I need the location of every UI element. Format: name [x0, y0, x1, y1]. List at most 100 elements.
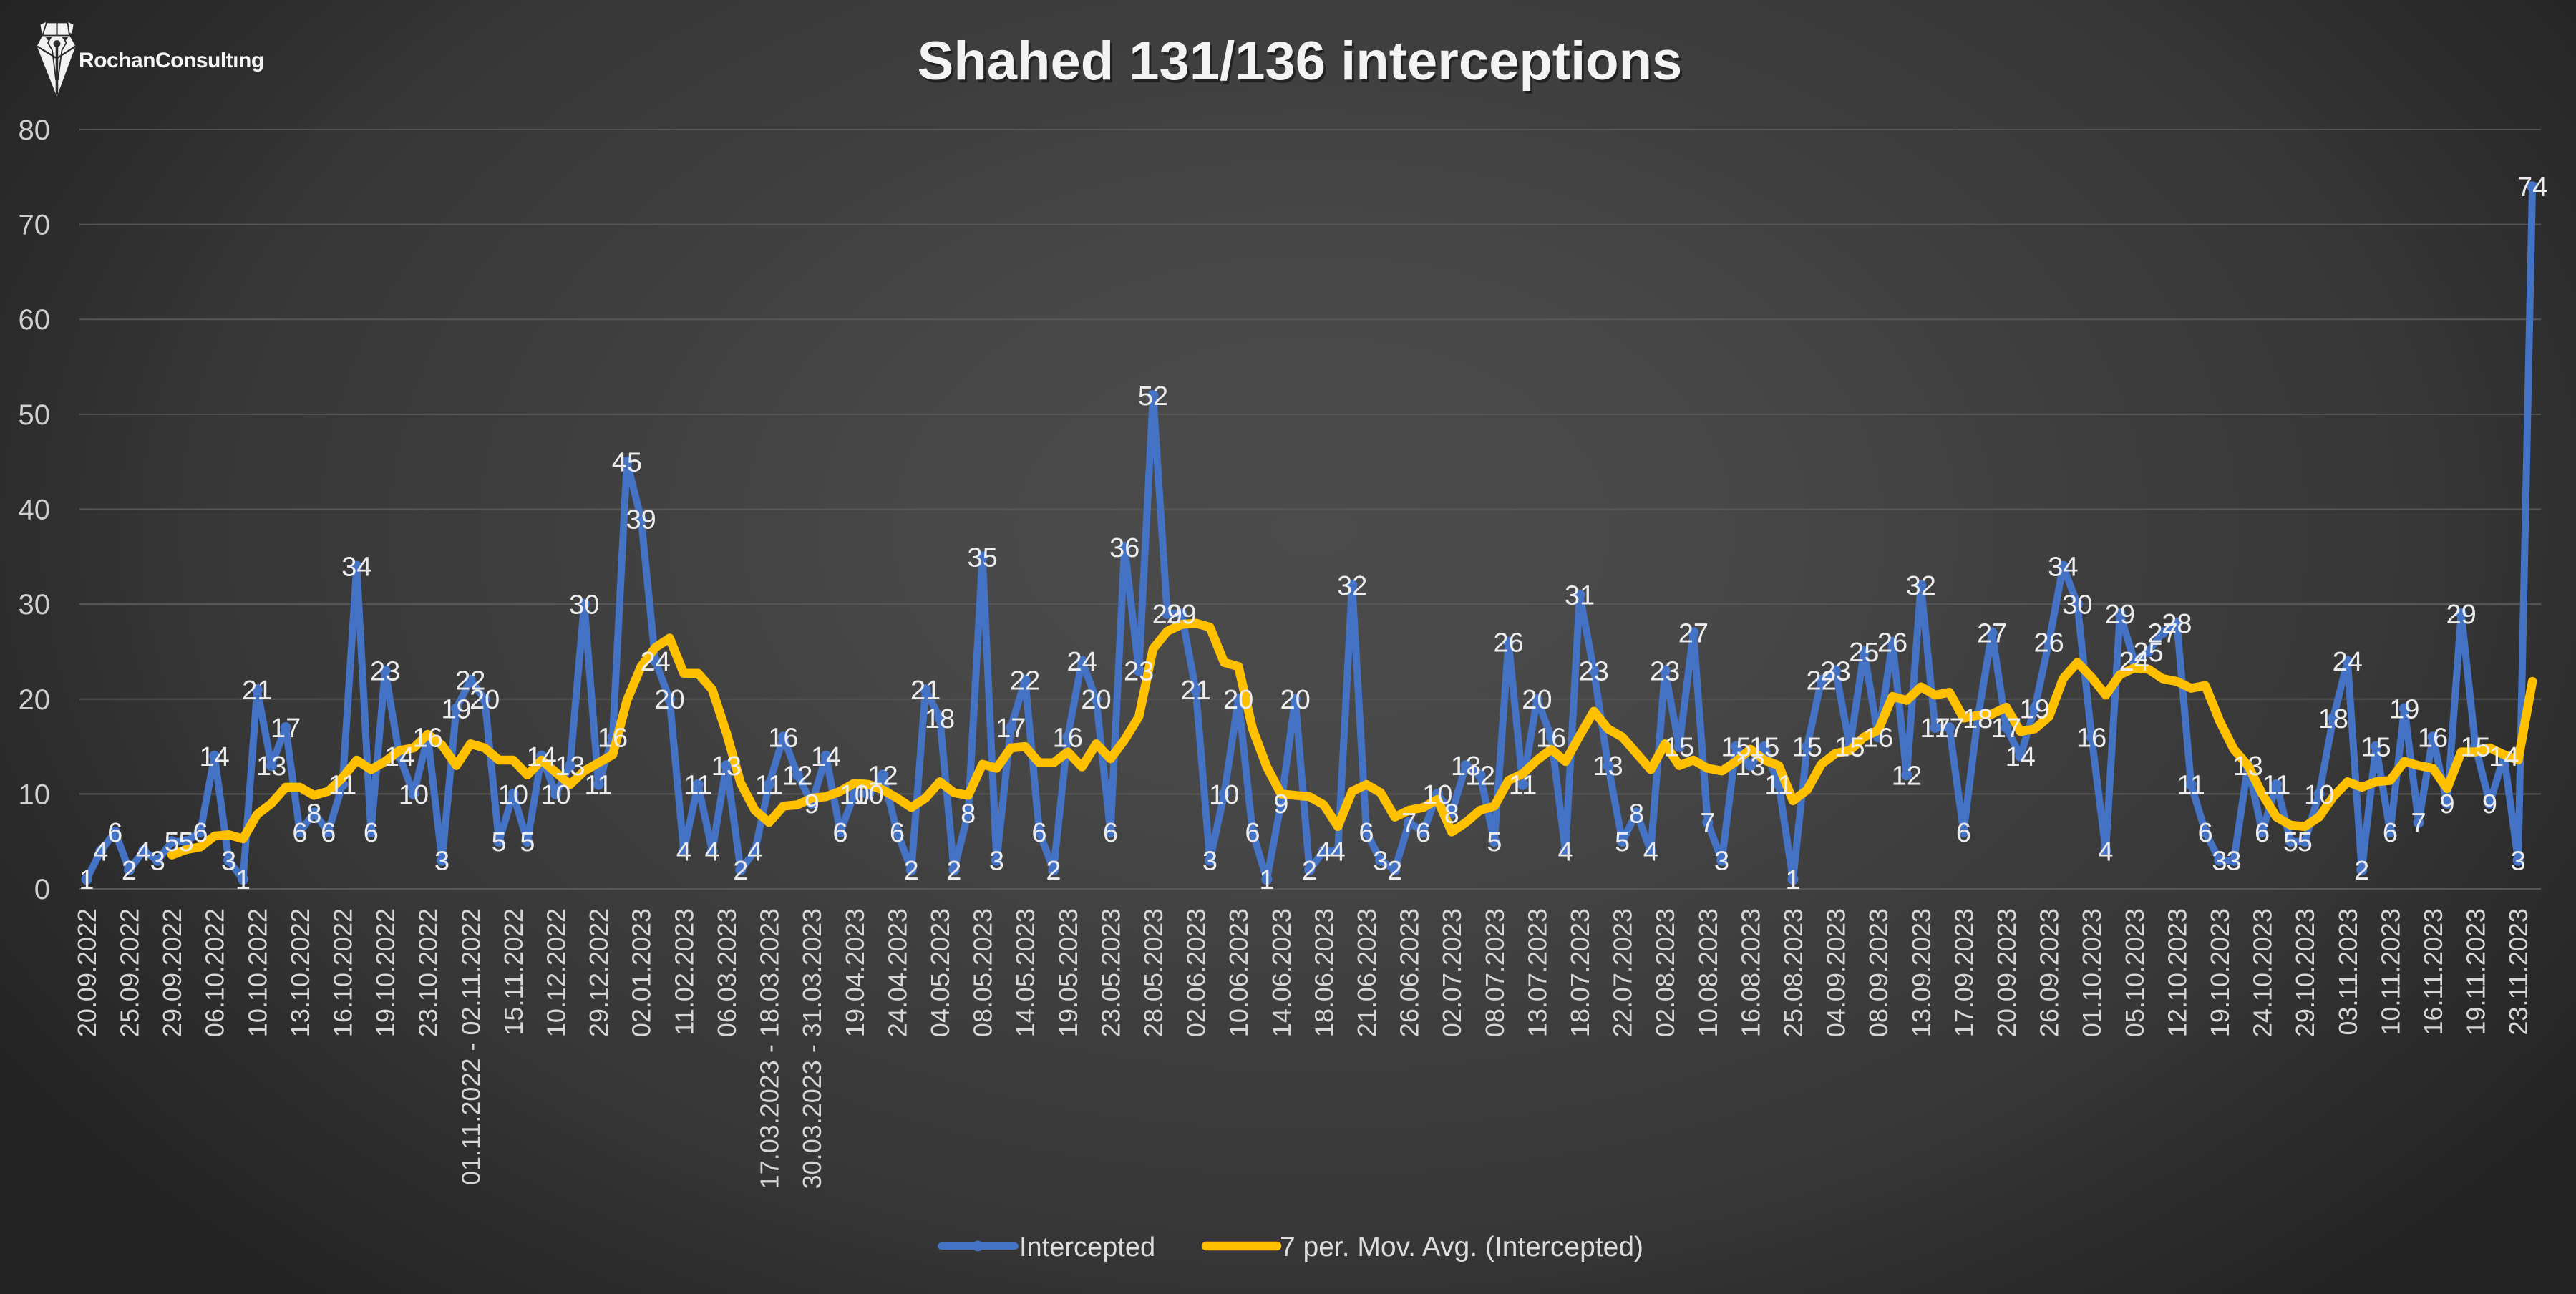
svg-text:32: 32 [1337, 571, 1367, 601]
svg-text:8: 8 [306, 799, 321, 829]
svg-text:14: 14 [200, 742, 230, 772]
svg-text:8: 8 [961, 799, 976, 829]
svg-text:2: 2 [946, 856, 961, 886]
svg-text:02.07.2023: 02.07.2023 [1437, 908, 1467, 1037]
svg-text:16: 16 [2418, 723, 2448, 753]
svg-text:11: 11 [329, 771, 356, 801]
svg-text:12: 12 [1892, 761, 1922, 791]
svg-text:10: 10 [853, 780, 883, 810]
svg-text:12.10.2023: 12.10.2023 [2162, 908, 2192, 1037]
svg-text:3: 3 [989, 847, 1004, 877]
svg-text:0: 0 [34, 874, 50, 905]
svg-text:7 per. Mov. Avg. (Intercepted): 7 per. Mov. Avg. (Intercepted) [1280, 1232, 1643, 1263]
svg-text:26.09.2023: 26.09.2023 [2035, 908, 2064, 1037]
svg-text:10.11.2023: 10.11.2023 [2376, 908, 2405, 1036]
svg-text:1: 1 [235, 865, 251, 895]
svg-text:20: 20 [1522, 685, 1552, 715]
svg-text:28: 28 [2162, 609, 2192, 639]
svg-text:11: 11 [584, 771, 612, 801]
svg-text:6: 6 [890, 818, 905, 848]
svg-text:18: 18 [2318, 704, 2348, 734]
svg-text:6: 6 [2255, 818, 2270, 848]
svg-text:13: 13 [1451, 751, 1481, 782]
svg-text:2: 2 [122, 856, 137, 886]
svg-text:10: 10 [498, 780, 528, 810]
svg-text:74: 74 [2517, 172, 2547, 203]
svg-text:Shahed 131/136 interceptions: Shahed 131/136 interceptions [920, 34, 1685, 94]
svg-text:19: 19 [441, 695, 471, 725]
svg-text:27: 27 [1977, 618, 2007, 648]
svg-text:30.03.2023 - 31.03.2023: 30.03.2023 - 31.03.2023 [797, 908, 827, 1189]
svg-text:6: 6 [1031, 818, 1046, 848]
svg-text:34: 34 [2048, 553, 2078, 583]
svg-text:3: 3 [434, 847, 449, 877]
svg-text:7: 7 [1700, 809, 1715, 839]
svg-text:21: 21 [1180, 676, 1210, 706]
svg-text:25: 25 [2133, 638, 2163, 668]
svg-text:20: 20 [1223, 685, 1253, 715]
svg-text:40: 40 [19, 495, 51, 526]
svg-text:15: 15 [1721, 733, 1751, 763]
svg-text:4: 4 [136, 837, 151, 867]
svg-text:13.10.2022: 13.10.2022 [286, 908, 315, 1037]
svg-text:23: 23 [1650, 657, 1680, 687]
svg-text:8: 8 [1444, 799, 1459, 829]
svg-text:3: 3 [1202, 847, 1217, 877]
svg-text:19: 19 [2020, 695, 2050, 725]
svg-text:Shahed 131/136 interceptions: Shahed 131/136 interceptions [918, 31, 1683, 92]
svg-text:6: 6 [321, 818, 336, 848]
svg-text:14: 14 [527, 742, 557, 772]
svg-text:4: 4 [1316, 837, 1331, 867]
svg-text:15: 15 [1834, 733, 1865, 763]
svg-text:9: 9 [2482, 789, 2497, 819]
svg-text:10.08.2023: 10.08.2023 [1693, 908, 1723, 1037]
svg-text:6: 6 [1245, 818, 1260, 848]
svg-text:15: 15 [2460, 733, 2490, 763]
svg-text:05.10.2023: 05.10.2023 [2120, 908, 2149, 1037]
svg-text:16.08.2023: 16.08.2023 [1736, 908, 1765, 1037]
svg-text:21: 21 [910, 676, 941, 706]
svg-text:13: 13 [1735, 751, 1765, 782]
svg-text:13: 13 [555, 751, 585, 782]
svg-text:16: 16 [598, 723, 628, 753]
svg-text:27: 27 [2147, 618, 2177, 648]
svg-text:23: 23 [1124, 657, 1154, 687]
svg-text:16.10.2022: 16.10.2022 [329, 908, 358, 1037]
svg-text:23: 23 [370, 657, 400, 687]
svg-text:2: 2 [1046, 856, 1061, 886]
svg-text:3: 3 [1373, 847, 1388, 877]
svg-text:18: 18 [925, 704, 955, 734]
svg-text:08.07.2023: 08.07.2023 [1480, 908, 1510, 1037]
svg-text:13: 13 [711, 751, 742, 782]
svg-text:5: 5 [165, 827, 180, 857]
svg-text:17: 17 [1991, 714, 2021, 744]
svg-text:5: 5 [2283, 827, 2298, 857]
svg-text:19.10.2023: 19.10.2023 [2205, 908, 2235, 1037]
svg-text:27: 27 [1678, 618, 1709, 648]
svg-text:4: 4 [705, 837, 720, 867]
svg-text:16: 16 [1863, 723, 1893, 753]
svg-text:22: 22 [455, 666, 485, 696]
svg-text:10: 10 [1422, 780, 1452, 810]
svg-text:6: 6 [1416, 818, 1431, 848]
svg-text:24: 24 [2333, 647, 2363, 677]
svg-text:36: 36 [1109, 533, 1139, 563]
svg-text:18.06.2023: 18.06.2023 [1309, 908, 1338, 1037]
svg-text:01.11.2022 - 02.11.2022: 01.11.2022 - 02.11.2022 [456, 908, 485, 1185]
svg-text:24: 24 [640, 647, 670, 677]
svg-text:19: 19 [2389, 695, 2419, 725]
svg-text:6: 6 [292, 818, 307, 848]
svg-text:6: 6 [832, 818, 847, 848]
svg-text:29: 29 [1152, 600, 1182, 630]
svg-text:8: 8 [1629, 799, 1644, 829]
svg-text:29.09.2022: 29.09.2022 [157, 908, 187, 1037]
svg-text:14.05.2023: 14.05.2023 [1011, 908, 1040, 1037]
svg-text:11: 11 [684, 771, 711, 801]
svg-text:15: 15 [2361, 733, 2391, 763]
svg-text:21: 21 [242, 676, 272, 706]
svg-text:24.04.2023: 24.04.2023 [883, 908, 912, 1037]
svg-text:26: 26 [1877, 628, 1907, 658]
svg-text:2: 2 [2354, 856, 2369, 886]
svg-text:1: 1 [79, 865, 94, 895]
svg-text:13: 13 [2233, 751, 2263, 782]
